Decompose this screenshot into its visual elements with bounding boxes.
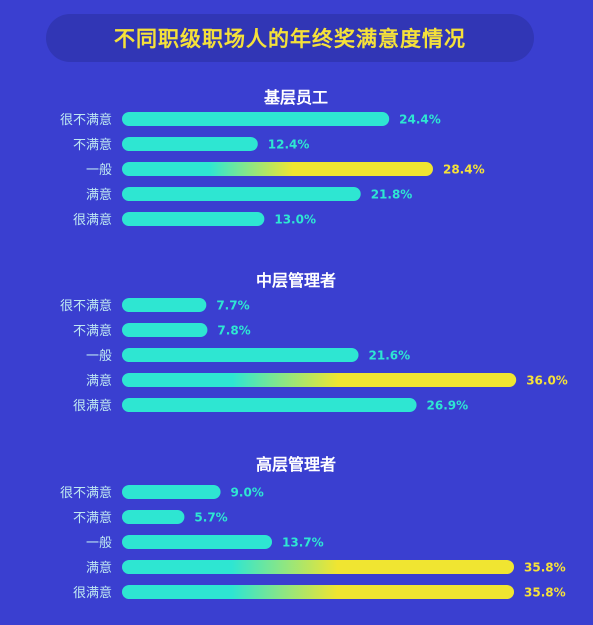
value-label: 13.0% bbox=[274, 213, 316, 227]
bar bbox=[122, 348, 359, 362]
value-label: 7.8% bbox=[217, 324, 250, 338]
chart-title: 不同职级职场人的年终奖满意度情况 bbox=[114, 27, 466, 51]
value-label: 35.8% bbox=[524, 561, 566, 575]
bar bbox=[122, 535, 273, 549]
bar bbox=[122, 485, 221, 499]
value-label: 12.4% bbox=[268, 138, 310, 152]
value-label: 9.0% bbox=[231, 486, 264, 500]
value-label: 28.4% bbox=[443, 163, 485, 177]
bar bbox=[122, 510, 185, 524]
category-label: 不满意 bbox=[73, 137, 112, 153]
category-label: 满意 bbox=[86, 560, 112, 576]
category-label: 一般 bbox=[86, 535, 112, 551]
value-label: 21.6% bbox=[369, 349, 411, 363]
bar bbox=[122, 162, 433, 176]
bar bbox=[122, 298, 207, 312]
category-label: 不满意 bbox=[73, 510, 112, 526]
value-label: 5.7% bbox=[194, 511, 227, 525]
value-label: 21.8% bbox=[371, 188, 413, 202]
bar bbox=[122, 373, 517, 387]
value-label: 36.0% bbox=[526, 374, 568, 388]
category-label: 很不满意 bbox=[60, 298, 112, 314]
value-label: 26.9% bbox=[427, 399, 469, 413]
category-label: 不满意 bbox=[73, 323, 112, 339]
category-label: 满意 bbox=[86, 187, 112, 203]
chart-title-banner: 不同职级职场人的年终奖满意度情况 bbox=[46, 14, 534, 62]
category-label: 很满意 bbox=[73, 212, 112, 228]
bar bbox=[122, 112, 390, 126]
category-label: 很不满意 bbox=[60, 485, 112, 501]
category-label: 很满意 bbox=[73, 585, 112, 601]
bar bbox=[122, 398, 417, 412]
value-label: 7.7% bbox=[216, 299, 249, 313]
category-label: 一般 bbox=[86, 162, 112, 178]
bar bbox=[122, 137, 258, 151]
section-title: 高层管理者 bbox=[256, 455, 336, 474]
category-label: 很满意 bbox=[73, 398, 112, 414]
bar bbox=[122, 560, 515, 574]
bar bbox=[122, 585, 515, 599]
value-label: 24.4% bbox=[399, 113, 441, 127]
value-label: 13.7% bbox=[282, 536, 324, 550]
category-label: 一般 bbox=[86, 348, 112, 364]
bar bbox=[122, 187, 361, 201]
bar bbox=[122, 323, 208, 337]
section-title: 基层员工 bbox=[263, 88, 328, 107]
section-title: 中层管理者 bbox=[256, 271, 336, 290]
bar bbox=[122, 212, 265, 226]
value-label: 35.8% bbox=[524, 586, 566, 600]
category-label: 满意 bbox=[86, 373, 112, 389]
category-label: 很不满意 bbox=[60, 112, 112, 128]
